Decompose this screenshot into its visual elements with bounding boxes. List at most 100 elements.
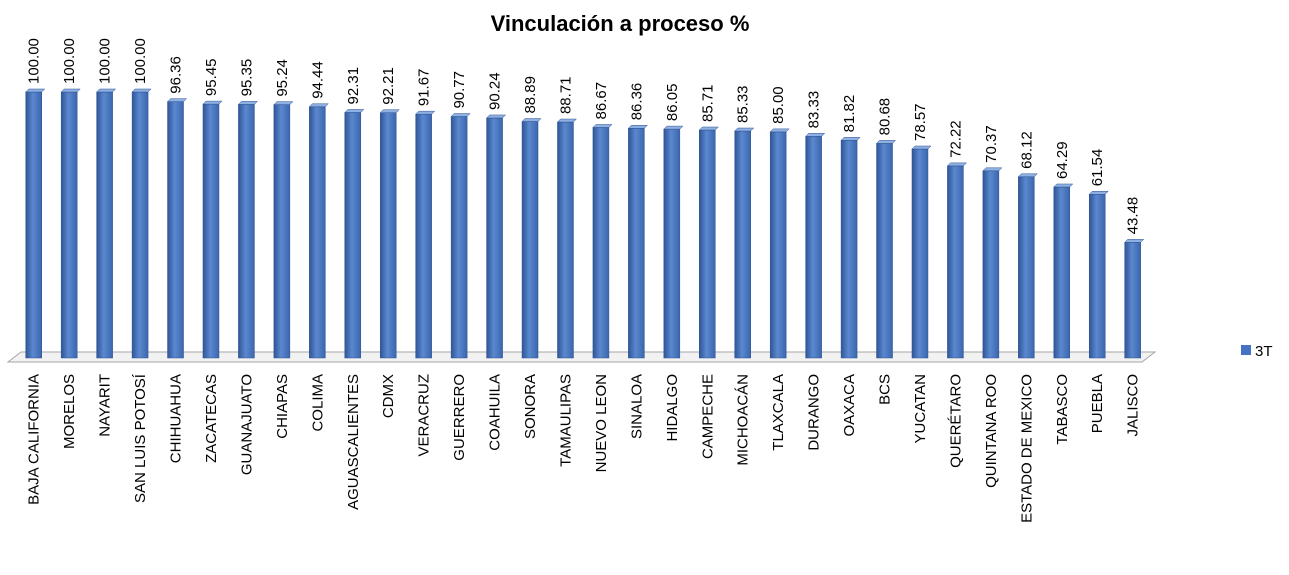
bar-top — [202, 100, 223, 105]
x-tick-label: CAMPECHE — [699, 374, 716, 459]
bar — [167, 101, 184, 359]
data-label: 100.00 — [61, 38, 78, 84]
bar — [876, 143, 893, 359]
bar — [379, 112, 397, 359]
data-label: 43.48 — [1125, 197, 1142, 235]
x-tick-label: TABASCO — [1054, 374, 1071, 445]
data-label: 88.89 — [522, 76, 539, 114]
bar — [734, 130, 751, 359]
bar-top — [1053, 183, 1074, 188]
bar-top — [805, 133, 826, 137]
x-tick-label: BAJA CALIFORNIA — [26, 374, 43, 505]
data-label: 88.71 — [557, 76, 574, 114]
legend-label: 3T — [1255, 343, 1273, 360]
data-label: 92.31 — [345, 67, 362, 105]
bar-top — [592, 124, 613, 128]
x-tick-label: ZACATECAS — [203, 374, 220, 463]
bar-top — [1088, 191, 1109, 195]
bar — [663, 128, 681, 359]
bar — [592, 127, 610, 359]
bar — [60, 91, 78, 359]
bar-top — [769, 128, 790, 133]
x-tick-label: SONORA — [522, 374, 539, 439]
bar — [415, 113, 432, 359]
x-tick-label: DURANGO — [806, 374, 823, 451]
x-tick-label: COLIMA — [309, 374, 326, 432]
bar — [911, 148, 929, 359]
chart-title: Vinculación a proceso % — [491, 11, 750, 36]
x-tick-label: JALISCO — [1125, 374, 1142, 437]
bar-top — [379, 109, 400, 113]
data-label: 100.00 — [97, 38, 114, 84]
bar-top — [96, 88, 117, 93]
x-tick-label: SAN LUIS POTOSÍ — [132, 373, 149, 503]
bar-top — [663, 125, 684, 130]
bar-top — [521, 118, 542, 122]
data-label: 92.21 — [380, 67, 397, 105]
bar — [982, 170, 1000, 359]
bar — [131, 91, 149, 359]
data-label: 91.67 — [416, 69, 433, 107]
bar-top — [485, 114, 507, 119]
bar — [628, 128, 645, 359]
bar-top — [166, 98, 188, 102]
bar — [1053, 186, 1071, 359]
data-label: 90.77 — [451, 71, 468, 109]
data-label: 95.35 — [238, 59, 255, 97]
data-label: 80.68 — [877, 98, 894, 136]
bar-top — [450, 113, 471, 117]
bar-top — [237, 101, 259, 105]
bar-top — [911, 145, 932, 150]
floor — [6, 351, 1157, 363]
data-label: 95.45 — [203, 59, 220, 97]
bar-top — [60, 88, 81, 93]
x-tick-label: ESTADO DE MEXICO — [1018, 374, 1035, 523]
data-label: 72.22 — [947, 120, 964, 158]
bar-top — [556, 118, 578, 123]
bar-top — [627, 125, 648, 129]
bar — [805, 136, 822, 359]
data-label: 68.12 — [1018, 131, 1035, 169]
x-tick-label: SINALOA — [628, 374, 645, 439]
data-label: 64.29 — [1054, 141, 1071, 179]
bar — [273, 104, 291, 359]
data-label: 95.24 — [274, 59, 291, 97]
bar — [25, 91, 42, 359]
bar-top — [1017, 173, 1038, 178]
bar-top — [415, 110, 436, 115]
data-label: 78.57 — [912, 103, 929, 141]
bar — [557, 121, 574, 359]
data-label: 86.67 — [593, 82, 610, 120]
bar-top — [1124, 239, 1145, 243]
data-label: 86.36 — [628, 83, 645, 121]
x-tick-label: CDMX — [380, 374, 397, 418]
bar — [450, 116, 468, 359]
data-label: 81.82 — [841, 95, 858, 133]
bar-top — [131, 88, 152, 93]
data-label: 96.36 — [168, 56, 185, 94]
bar-top — [982, 167, 1003, 172]
x-tick-label: MORELOS — [61, 374, 78, 449]
bar-top — [946, 162, 968, 167]
data-label: 85.00 — [770, 86, 787, 124]
bar-top — [308, 103, 329, 108]
x-tick-label: TAMAULIPAS — [557, 374, 574, 467]
bar — [344, 112, 362, 359]
bar — [1018, 176, 1035, 359]
data-label: 100.00 — [26, 38, 43, 84]
bar-top — [273, 101, 294, 105]
data-label: 70.37 — [983, 125, 1000, 163]
x-tick-label: AGUASCALIENTES — [345, 374, 362, 510]
data-label: 61.54 — [1089, 149, 1106, 187]
x-tick-label: CHIAPAS — [274, 374, 291, 439]
data-label: 100.00 — [132, 38, 149, 84]
data-label: 94.44 — [309, 61, 326, 99]
bar — [1088, 194, 1106, 359]
bar — [238, 104, 255, 359]
x-tick-label: PUEBLA — [1089, 374, 1106, 433]
bar-top — [875, 140, 897, 144]
x-tick-label: GUERRERO — [451, 374, 468, 461]
bar — [96, 91, 113, 359]
x-tick-label: QUINTANA ROO — [983, 374, 1000, 488]
